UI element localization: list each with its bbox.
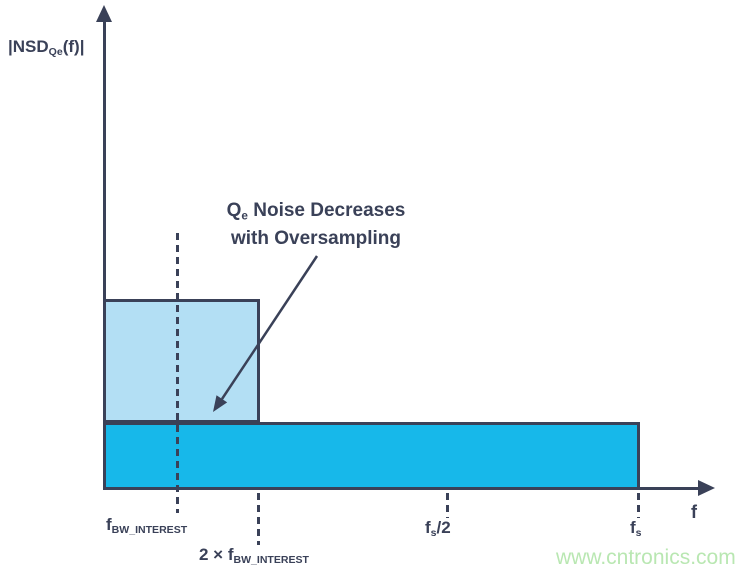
- tick-2bw-main: 2 × f: [199, 545, 234, 564]
- narrowband-noise-rect: [103, 299, 260, 423]
- tick-label-f-bw-interest: fBW_INTEREST: [106, 515, 187, 536]
- x-axis-label: f: [691, 502, 697, 522]
- y-axis-line: [103, 20, 106, 490]
- annotation-line-2: with Oversampling: [231, 228, 401, 250]
- y-axis-label-post: (f)|: [62, 37, 85, 56]
- tick-fs-main: f: [630, 518, 636, 537]
- oversampled-noise-rect: [103, 422, 640, 490]
- x-axis-arrowhead-icon: [698, 480, 715, 496]
- annotation-text: Qe Noise Decreases with Oversampling: [211, 199, 421, 250]
- tick-2bw-subscript: BW_INTEREST: [233, 553, 309, 566]
- tick-label-fs: fs: [630, 518, 642, 539]
- tick-fs-subscript: s: [635, 526, 642, 539]
- x-axis-line: [103, 487, 699, 490]
- y-axis-label: |NSDQe(f)|: [8, 37, 84, 58]
- dashed-tick-fs-over-2: [446, 493, 449, 518]
- tick-label-2x-f-bw-interest: 2 × fBW_INTEREST: [199, 545, 309, 566]
- annotation-q-subscript: e: [241, 209, 248, 223]
- y-axis-label-subscript: Qe: [48, 45, 63, 58]
- annotation-line-1: Qe Noise Decreases: [211, 199, 421, 227]
- annotation-line-1-rest: Noise Decreases: [247, 200, 406, 221]
- dashed-line-f-bw-interest: [176, 233, 179, 513]
- annotation-q: Q: [226, 200, 242, 221]
- tick-fs2-main: f: [425, 518, 431, 537]
- tick-bw-main: f: [106, 515, 112, 534]
- tick-fs2-subscript: s: [430, 526, 437, 539]
- dashed-tick-2x-f-bw-interest: [257, 493, 260, 545]
- tick-fs2-post: /2: [436, 518, 451, 537]
- tick-bw-subscript: BW_INTEREST: [111, 523, 188, 536]
- watermark-text: www.cntronics.com: [556, 546, 736, 569]
- y-axis-arrowhead-icon: [96, 5, 112, 22]
- dashed-tick-fs: [637, 493, 640, 518]
- y-axis-label-pre: |NSD: [8, 37, 49, 56]
- tick-label-fs-over-2: fs/2: [425, 518, 451, 539]
